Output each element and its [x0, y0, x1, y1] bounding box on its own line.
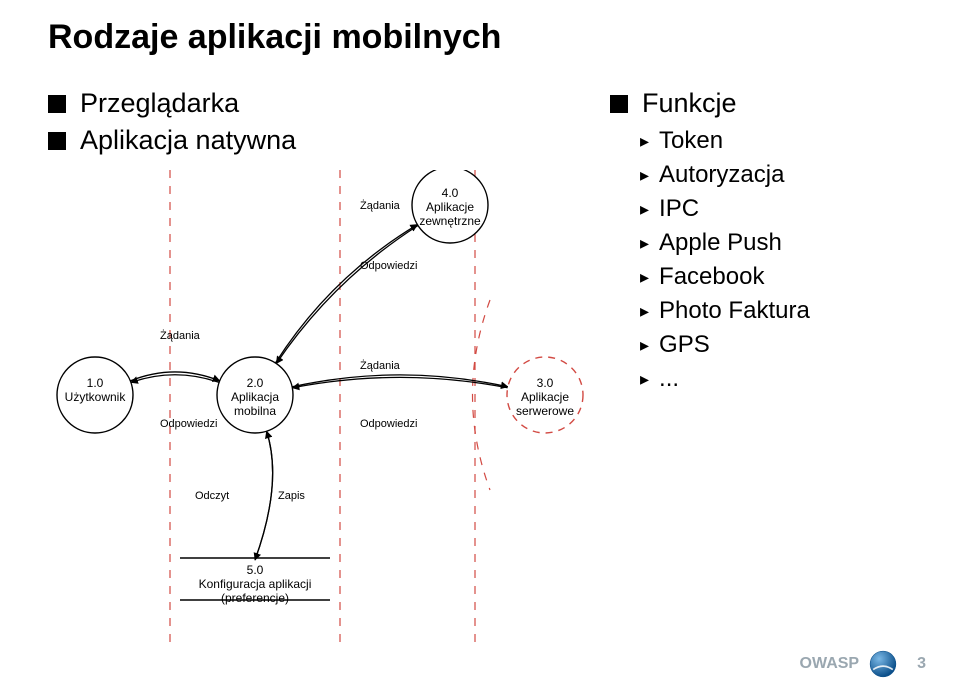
right-sub-text: Token: [659, 127, 723, 154]
right-sub-text: GPS: [659, 331, 710, 358]
node-label: 5.0 Konfiguracja aplikacji (preferencje): [180, 564, 330, 605]
triangle-bullet-icon: ▸: [640, 301, 649, 322]
bullet-text: Przeglądarka: [80, 88, 239, 118]
triangle-bullet-icon: ▸: [640, 267, 649, 288]
triangle-bullet-icon: ▸: [640, 335, 649, 356]
slide-footer: OWASP 3: [800, 650, 926, 678]
right-sub-text: Facebook: [659, 263, 764, 290]
bullet-item: Przeglądarka: [48, 88, 296, 119]
right-sub-text: ...: [659, 365, 679, 392]
edge-label: Odpowiedzi: [160, 418, 217, 430]
triangle-bullet-icon: ▸: [640, 165, 649, 186]
right-header: Funkcje: [642, 88, 737, 118]
bullet-item: Aplikacja natywna: [48, 125, 296, 156]
triangle-bullet-icon: ▸: [640, 131, 649, 152]
owasp-icon: [869, 650, 897, 678]
right-sub-item: ▸ IPC: [640, 195, 940, 223]
right-sub-item: ▸ GPS: [640, 331, 940, 359]
right-column: Funkcje ▸ Token ▸ Autoryzacja ▸ IPC ▸ Apple Pus…: [610, 88, 940, 399]
edge-label: Żądania: [360, 360, 400, 372]
right-sub-text: Autoryzacja: [659, 161, 784, 188]
edge-label: Odpowiedzi: [360, 260, 417, 272]
right-sub-item: ▸ Facebook: [640, 263, 940, 291]
bullet-square-icon: [610, 95, 628, 113]
page-number: 3: [917, 655, 926, 673]
right-sub-text: Photo Faktura: [659, 297, 810, 324]
node-label: 2.0 Aplikacja mobilna: [217, 377, 293, 418]
left-bullets: Przeglądarka Aplikacja natywna: [48, 88, 296, 162]
edge-label: Żądania: [160, 330, 200, 342]
slide-title: Rodzaje aplikacji mobilnych: [48, 18, 501, 57]
node-label: 1.0 Użytkownik: [57, 377, 133, 405]
node-label: 4.0 Aplikacje zewnętrzne: [412, 187, 488, 228]
right-sub-item: ▸ Token: [640, 127, 940, 155]
footer-label: OWASP: [800, 655, 860, 673]
edge-label: Odpowiedzi: [360, 418, 417, 430]
triangle-bullet-icon: ▸: [640, 233, 649, 254]
right-sub-text: Apple Push: [659, 229, 782, 256]
edge-label: Zapis: [278, 490, 305, 502]
dfd-diagram: Żądania Odpowiedzi Żądania Odpowiedzi Żądani…: [40, 170, 600, 650]
node-label: 3.0 Aplikacje serwerowe: [507, 377, 583, 418]
right-sub-item: ▸ Photo Faktura: [640, 297, 940, 325]
bullet-square-icon: [48, 95, 66, 113]
triangle-bullet-icon: ▸: [640, 369, 649, 390]
triangle-bullet-icon: ▸: [640, 199, 649, 220]
edge-label: Odczyt: [195, 490, 229, 502]
bullet-square-icon: [48, 132, 66, 150]
right-header-item: Funkcje: [610, 88, 940, 119]
bullet-text: Aplikacja natywna: [80, 125, 296, 155]
edge-label: Żądania: [360, 200, 400, 212]
right-sub-item: ▸ Apple Push: [640, 229, 940, 257]
right-sub-item: ▸ Autoryzacja: [640, 161, 940, 189]
right-sub-item: ▸...: [640, 365, 940, 393]
right-sub-text: IPC: [659, 195, 699, 222]
